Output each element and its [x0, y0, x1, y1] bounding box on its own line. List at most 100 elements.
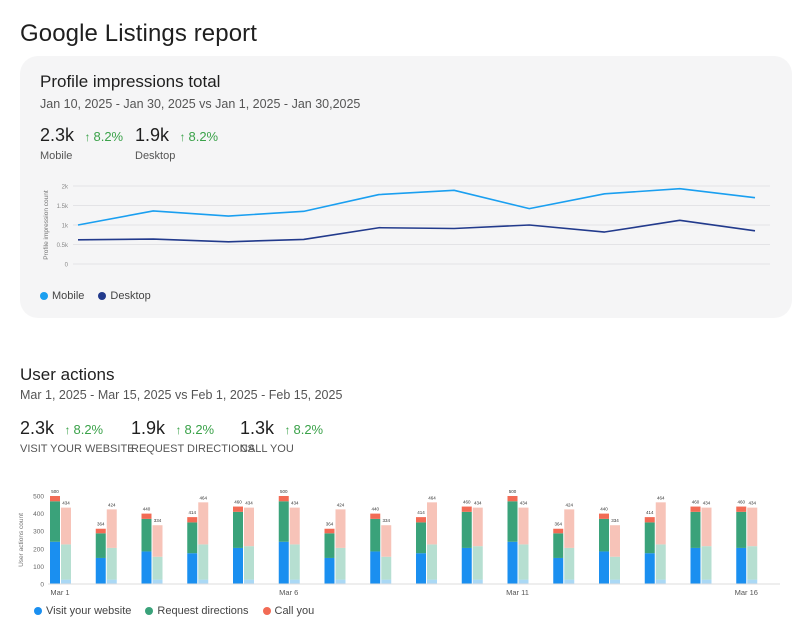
legend-desktop[interactable]: Desktop	[98, 290, 151, 302]
bar-directions	[233, 511, 243, 548]
series-line-mobile	[77, 187, 756, 226]
legend-request-directions[interactable]: Request directions	[145, 605, 249, 617]
bar-website	[416, 553, 426, 584]
bar-website	[736, 547, 747, 584]
bar-total-label: 500	[51, 489, 59, 494]
prev-bar-total-label: 464	[657, 495, 665, 500]
prev-bar-total-label: 424	[108, 502, 116, 507]
prev-bar-directions	[289, 544, 300, 580]
kpi-value: 2.3k	[40, 125, 75, 145]
bar-website	[50, 541, 60, 584]
bar-directions	[736, 511, 747, 548]
y-tick-label: 2k	[62, 185, 69, 191]
kpi-delta: ↑ 8.2%	[175, 422, 215, 437]
up-arrow-icon: ↑	[179, 130, 186, 144]
y-tick-label: 500	[33, 494, 44, 501]
prev-bar-website	[472, 579, 483, 584]
prev-bar-call	[335, 509, 346, 548]
kpi-visit-website: 2.3k ↑ 8.2% VISIT YOUR WEBSITE	[20, 418, 135, 455]
bar-call	[50, 496, 60, 502]
prev-bar-directions	[61, 544, 71, 580]
prev-bar-total-label: 434	[474, 501, 482, 506]
y-axis-label: User actions count	[18, 513, 25, 567]
y-tick-label: 0	[40, 582, 44, 589]
bar-website	[324, 557, 335, 584]
up-arrow-icon: ↑	[175, 423, 182, 437]
bar-directions	[278, 501, 289, 542]
prev-bar-directions	[472, 546, 483, 580]
y-tick-label: 200	[33, 546, 44, 553]
bar-directions	[644, 522, 655, 554]
legend-mobile[interactable]: Mobile	[40, 290, 84, 302]
prev-bar-call	[152, 525, 163, 557]
prev-bar-total-label: 434	[62, 501, 70, 506]
legend-call-you[interactable]: Call you	[262, 605, 314, 617]
bar-call	[187, 517, 198, 523]
prev-bar-directions	[381, 556, 392, 580]
bar-directions	[690, 511, 701, 548]
prev-bar-website	[381, 579, 392, 584]
bar-directions	[141, 518, 152, 552]
bar-website	[187, 553, 198, 584]
kpi-desktop: 1.9k ↑ 8.2% Desktop	[135, 125, 218, 162]
prev-bar-directions	[244, 546, 254, 580]
kpi-value: 2.3k	[20, 418, 55, 438]
bar-total-label: 364	[554, 522, 562, 527]
bar-total-label: 500	[509, 489, 517, 494]
bar-total-label: 460	[692, 500, 700, 505]
x-tick-label: Mar 11	[506, 588, 529, 597]
bar-website	[599, 551, 609, 584]
bar-directions	[187, 522, 198, 554]
prev-bar-total-label: 464	[199, 495, 207, 500]
up-arrow-icon: ↑	[64, 423, 71, 437]
bar-directions	[50, 501, 60, 542]
legend-dot-icon	[145, 607, 154, 615]
bar-website	[233, 547, 243, 584]
kpi-call-you: 1.3k ↑ 8.2% CALL YOU	[240, 418, 323, 455]
impressions-date-range: Jan 10, 2025 - Jan 30, 2025 vs Jan 1, 20…	[40, 97, 361, 111]
prev-bar-call	[198, 502, 209, 545]
bar-website	[644, 553, 655, 584]
kpi-label: CALL YOU	[240, 443, 294, 455]
prev-bar-website	[289, 579, 300, 584]
bar-website	[95, 557, 106, 584]
impressions-card: Profile impressions total Jan 10, 2025 -…	[20, 56, 792, 318]
user-actions-legend: Visit your website Request directions Ca…	[34, 605, 314, 617]
kpi-label: Mobile	[40, 150, 73, 162]
prev-bar-call	[381, 525, 392, 557]
prev-bar-website	[427, 579, 437, 584]
prev-bar-total-label: 334	[154, 518, 162, 523]
y-tick-label: 0	[65, 263, 69, 269]
y-tick-label: 300	[33, 529, 44, 536]
kpi-label: REQUEST DIRECTIONS	[131, 443, 255, 455]
prev-bar-directions	[152, 556, 163, 580]
prev-bar-call	[747, 507, 758, 547]
y-tick-label: 1k	[62, 224, 69, 230]
bar-call	[95, 528, 106, 534]
bar-call	[461, 506, 472, 512]
prev-bar-directions	[335, 547, 346, 580]
prev-bar-website	[106, 579, 117, 584]
bar-directions	[416, 522, 426, 554]
bar-directions	[461, 511, 472, 548]
prev-bar-total-label: 434	[703, 501, 711, 506]
bar-call	[324, 528, 335, 534]
prev-bar-total-label: 434	[748, 501, 756, 506]
prev-bar-call	[244, 507, 254, 547]
bar-total-label: 414	[646, 510, 654, 515]
kpi-value: 1.3k	[240, 418, 275, 438]
prev-bar-total-label: 334	[611, 518, 619, 523]
prev-bar-total-label: 464	[428, 495, 436, 500]
bar-directions	[507, 501, 518, 542]
prev-bar-total-label: 424	[337, 502, 345, 507]
bar-call	[690, 506, 701, 512]
bar-call	[644, 517, 655, 523]
legend-visit-website[interactable]: Visit your website	[34, 605, 131, 617]
bar-total-label: 364	[326, 522, 334, 527]
bar-total-label: 500	[280, 489, 288, 494]
bar-call	[599, 513, 609, 519]
user-actions-bar-chart: 0 100 200 300 400 500 User actions count 500 434…	[18, 489, 780, 597]
prev-bar-directions	[106, 547, 117, 580]
prev-bar-call	[106, 509, 117, 548]
series-line-desktop	[77, 219, 756, 243]
